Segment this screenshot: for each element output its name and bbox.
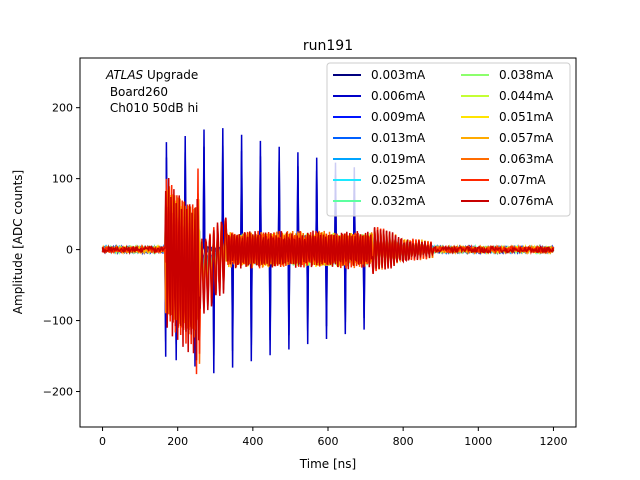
legend-label: 0.063mA [499, 152, 554, 166]
svg-text:ATLAS Upgrade: ATLAS Upgrade [105, 68, 198, 82]
legend-label: 0.009mA [371, 110, 426, 124]
legend: 0.003mA 0.006mA 0.009mA 0.013mA 0.019mA 0.025… [326, 62, 571, 217]
x-tick-label: 1000 [464, 435, 492, 448]
legend-label: 0.013mA [371, 131, 426, 145]
legend-label: 0.07mA [499, 173, 546, 187]
annotation-atlas: ATLAS [105, 68, 144, 82]
legend-label: 0.032mA [371, 194, 426, 208]
legend-label: 0.051mA [499, 110, 554, 124]
legend-label: 0.019mA [371, 152, 426, 166]
y-tick-label: 100 [52, 173, 73, 186]
legend-label: 0.025mA [371, 173, 426, 187]
legend-label: 0.044mA [499, 89, 554, 103]
annotation-channel: Ch010 50dB hi [106, 101, 198, 115]
y-axis: −200 −100 0 100 200 [43, 102, 80, 399]
legend-label: 0.038mA [499, 68, 554, 82]
annotation-upgrade: Upgrade [143, 68, 198, 82]
x-tick-label: 0 [99, 435, 106, 448]
x-axis: 0 200 400 600 800 1000 1200 [99, 427, 567, 448]
x-tick-label: 1200 [539, 435, 567, 448]
legend-label: 0.057mA [499, 131, 554, 145]
x-tick-label: 200 [167, 435, 188, 448]
legend-label: 0.006mA [371, 89, 426, 103]
y-axis-label: Amplitude [ADC counts] [11, 170, 25, 314]
x-axis-label: Time [ns] [299, 457, 356, 471]
atlas-annotation: ATLAS Upgrade Board260 Ch010 50dB hi [105, 68, 198, 115]
x-tick-label: 400 [242, 435, 263, 448]
legend-box [326, 62, 571, 217]
x-tick-label: 600 [318, 435, 339, 448]
y-tick-label: −100 [43, 315, 73, 328]
chart-title: run191 [303, 38, 353, 54]
plot-lines [101, 128, 555, 375]
legend-label: 0.076mA [499, 194, 554, 208]
legend-label: 0.003mA [371, 68, 426, 82]
series-line-0.076mA [101, 177, 555, 361]
y-tick-label: 0 [66, 244, 73, 257]
annotation-board: Board260 [106, 85, 168, 99]
y-tick-label: 200 [52, 102, 73, 115]
y-tick-label: −200 [43, 386, 73, 399]
x-tick-label: 800 [393, 435, 414, 448]
